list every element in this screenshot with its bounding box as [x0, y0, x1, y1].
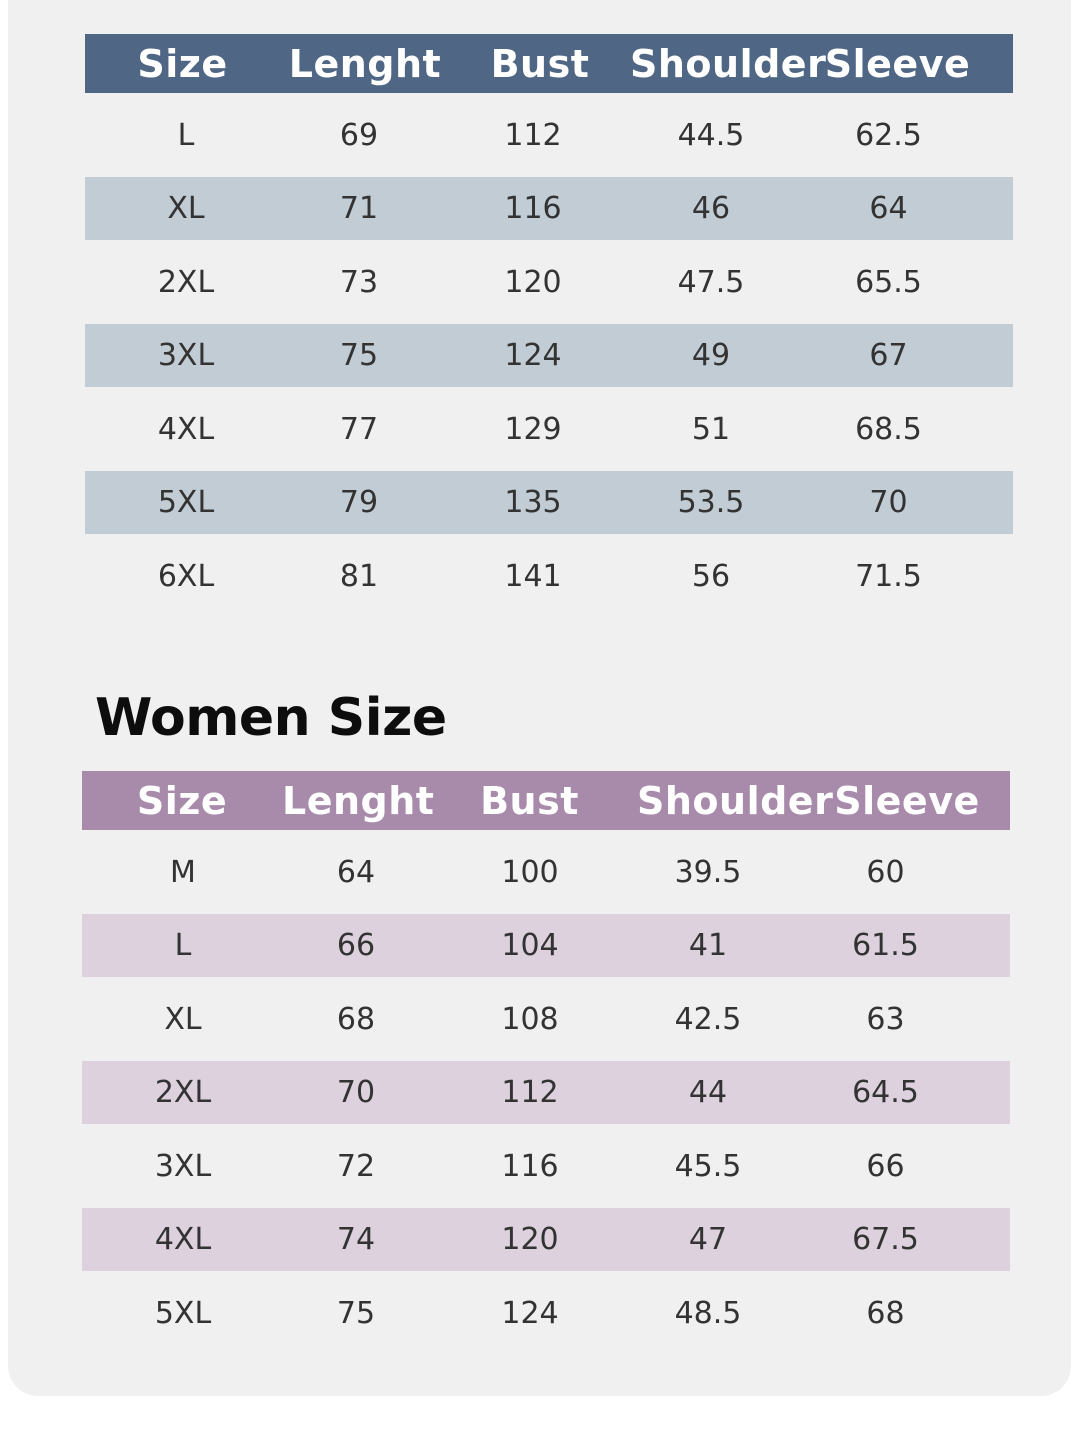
- cell-length: 69: [339, 117, 379, 153]
- table-row: 3XL 75 124 49 67: [85, 324, 1013, 387]
- cell-sleeve: 66: [866, 1148, 905, 1184]
- header-sleeve: Sleeve: [834, 778, 980, 823]
- table-header: Size Lenght Bust Shoulder Sleeve: [85, 34, 1013, 93]
- cell-size: XL: [164, 1001, 202, 1037]
- table-row: L 66 104 41 61.5: [82, 914, 1010, 977]
- cell-bust: 100: [501, 854, 559, 890]
- cell-bust: 108: [501, 1001, 559, 1037]
- cell-length: 81: [339, 558, 379, 594]
- cell-sleeve: 61.5: [852, 928, 919, 963]
- cell-length: 68: [336, 1001, 376, 1037]
- header-bust: Bust: [480, 778, 579, 823]
- women-size-table: Size Lenght Bust Shoulder Sleeve M 64 10…: [82, 771, 1010, 1345]
- cell-bust: 135: [504, 485, 562, 520]
- cell-bust: 112: [501, 1075, 559, 1110]
- header-shoulder: Shoulder: [637, 778, 834, 823]
- table-row: 2XL 73 120 47.5 65.5: [85, 251, 1013, 314]
- cell-length: 66: [336, 928, 376, 963]
- cell-bust: 104: [501, 928, 559, 963]
- cell-length: 77: [339, 411, 379, 447]
- cell-length: 73: [339, 264, 379, 300]
- cell-shoulder: 51: [691, 411, 731, 447]
- cell-shoulder: 39.5: [674, 854, 742, 890]
- header-length: Lenght: [282, 778, 435, 823]
- header-length: Lenght: [288, 41, 442, 86]
- table-row: M 64 100 39.5 60: [82, 841, 1010, 904]
- cell-size: XL: [167, 191, 205, 226]
- table-row: XL 71 116 46 64: [85, 177, 1013, 240]
- cell-sleeve: 68: [866, 1295, 905, 1331]
- cell-shoulder: 56: [691, 558, 731, 594]
- cell-length: 71: [339, 191, 379, 226]
- cell-size: 5XL: [154, 1295, 212, 1331]
- cell-shoulder: 47.5: [677, 264, 745, 300]
- header-sleeve: Sleeve: [824, 41, 971, 86]
- cell-size: 3XL: [157, 338, 215, 373]
- cell-sleeve: 67: [869, 338, 908, 373]
- cell-length: 75: [336, 1295, 376, 1331]
- cell-sleeve: 64: [869, 191, 908, 226]
- cell-bust: 129: [504, 411, 562, 447]
- cell-size: 2XL: [157, 264, 215, 300]
- cell-sleeve: 70: [869, 485, 908, 520]
- cell-shoulder: 49: [691, 338, 731, 373]
- women-size-title: Women Size: [95, 688, 447, 748]
- cell-sleeve: 60: [866, 854, 905, 890]
- cell-bust: 124: [501, 1295, 559, 1331]
- cell-sleeve: 62.5: [855, 117, 922, 153]
- cell-shoulder: 41: [688, 928, 728, 963]
- cell-shoulder: 44: [688, 1075, 728, 1110]
- cell-shoulder: 48.5: [674, 1295, 742, 1331]
- cell-bust: 141: [504, 558, 562, 594]
- table-row: 4XL 74 120 47 67.5: [82, 1208, 1010, 1271]
- cell-bust: 124: [504, 338, 562, 373]
- cell-size: 3XL: [154, 1148, 212, 1184]
- table-row: L 69 112 44.5 62.5: [85, 104, 1013, 167]
- table-row: 4XL 77 129 51 68.5: [85, 398, 1013, 461]
- cell-length: 79: [339, 485, 379, 520]
- cell-size: M: [170, 854, 196, 890]
- cell-bust: 116: [504, 191, 562, 226]
- cell-bust: 120: [501, 1222, 559, 1257]
- cell-bust: 116: [501, 1148, 559, 1184]
- cell-size: L: [174, 928, 192, 963]
- header-shoulder: Shoulder: [630, 41, 827, 86]
- cell-size: 2XL: [154, 1075, 212, 1110]
- cell-size: 4XL: [157, 411, 215, 447]
- cell-bust: 120: [504, 264, 562, 300]
- cell-shoulder: 46: [691, 191, 731, 226]
- cell-size: L: [177, 117, 195, 153]
- cell-sleeve: 64.5: [852, 1075, 919, 1110]
- cell-sleeve: 67.5: [852, 1222, 919, 1257]
- cell-shoulder: 44.5: [677, 117, 745, 153]
- cell-size: 6XL: [157, 558, 215, 594]
- header-size: Size: [137, 41, 228, 86]
- cell-length: 70: [336, 1075, 376, 1110]
- table-header: Size Lenght Bust Shoulder Sleeve: [82, 771, 1010, 830]
- table-row: 3XL 72 116 45.5 66: [82, 1135, 1010, 1198]
- cell-sleeve: 63: [866, 1001, 905, 1037]
- table-row: 2XL 70 112 44 64.5: [82, 1061, 1010, 1124]
- table-row: XL 68 108 42.5 63: [82, 988, 1010, 1051]
- cell-sleeve: 65.5: [855, 264, 922, 300]
- cell-sleeve: 68.5: [855, 411, 922, 447]
- men-size-table: Size Lenght Bust Shoulder Sleeve L 69 11…: [85, 34, 1013, 608]
- header-size: Size: [136, 778, 228, 823]
- cell-length: 74: [336, 1222, 376, 1257]
- cell-length: 64: [336, 854, 376, 890]
- header-bust: Bust: [490, 41, 590, 86]
- cell-length: 75: [339, 338, 379, 373]
- table-row: 5XL 79 135 53.5 70: [85, 471, 1013, 534]
- table-row: 6XL 81 141 56 71.5: [85, 545, 1013, 608]
- cell-shoulder: 42.5: [674, 1001, 742, 1037]
- cell-shoulder: 47: [688, 1222, 728, 1257]
- cell-length: 72: [336, 1148, 376, 1184]
- cell-sleeve: 71.5: [855, 558, 922, 594]
- cell-size: 4XL: [154, 1222, 212, 1257]
- cell-bust: 112: [504, 117, 562, 153]
- cell-shoulder: 45.5: [674, 1148, 742, 1184]
- table-row: 5XL 75 124 48.5 68: [82, 1282, 1010, 1345]
- cell-shoulder: 53.5: [677, 485, 745, 520]
- cell-size: 5XL: [157, 485, 215, 520]
